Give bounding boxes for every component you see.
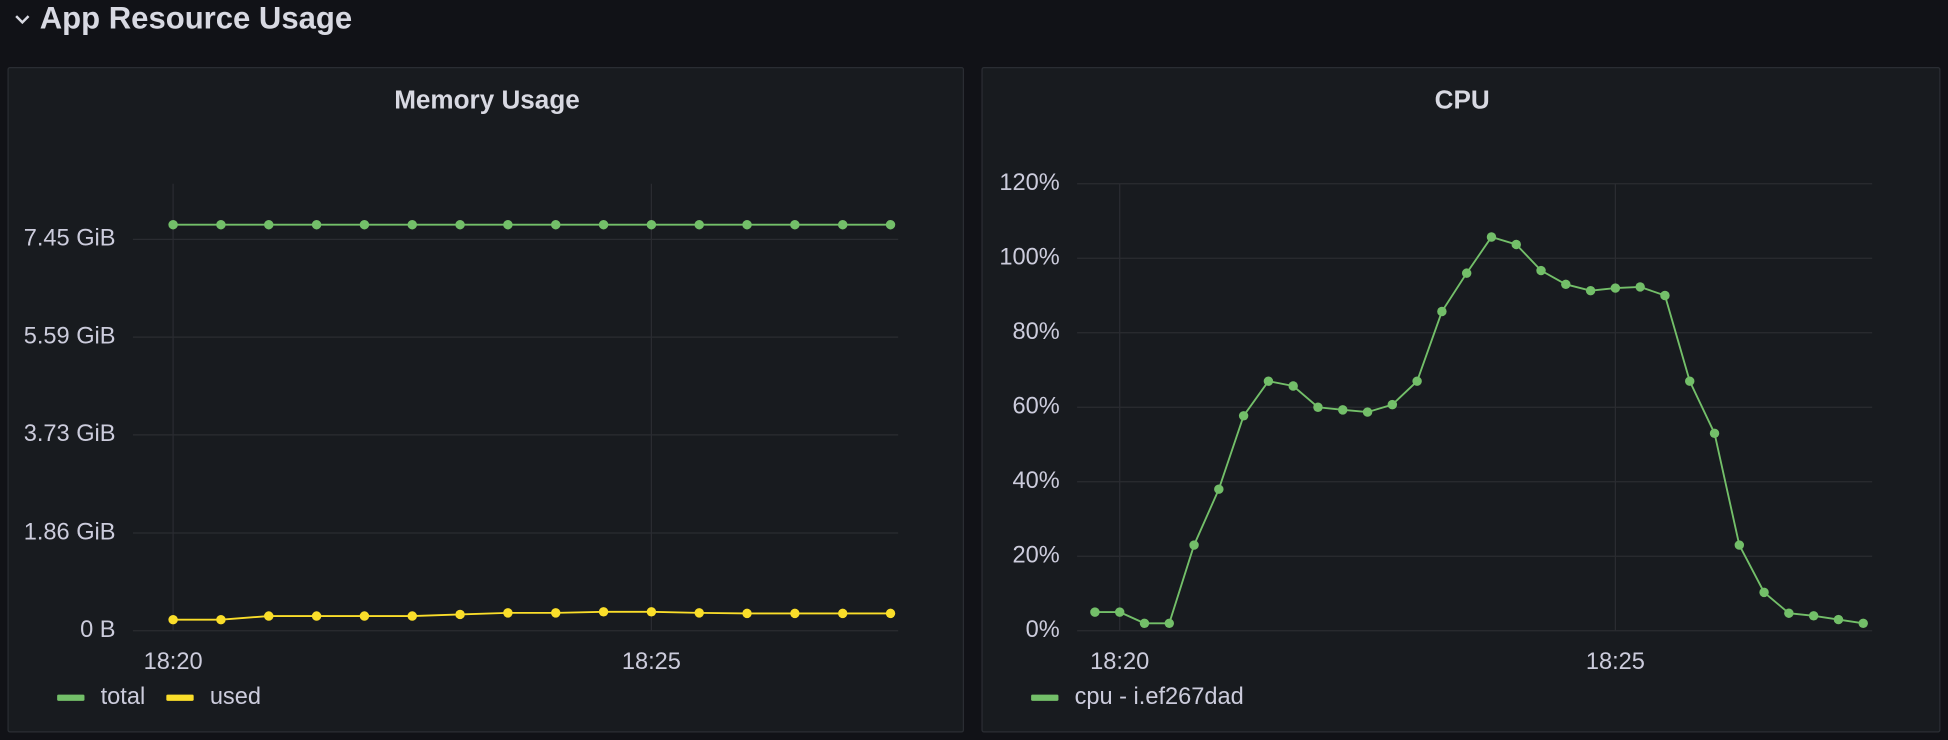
data-point [742, 608, 752, 619]
data-point [359, 220, 370, 230]
data-point [1164, 618, 1174, 629]
data-point [694, 220, 704, 230]
data-point [646, 220, 657, 230]
data-point [551, 220, 561, 230]
data-point [1833, 614, 1844, 625]
data-point [1189, 540, 1199, 550]
row-header[interactable]: App Resource Usage [10, 0, 352, 37]
data-point [168, 614, 178, 625]
data-point [503, 220, 513, 230]
legend-label: total [101, 683, 146, 709]
data-point [1263, 376, 1274, 386]
data-point [694, 608, 704, 618]
y-tick-label: 1.86 GiB [24, 518, 116, 544]
legend-label: cpu - i.ef267dad [1075, 683, 1244, 709]
data-point [1437, 306, 1447, 317]
data-point [264, 220, 274, 230]
chevron-icon[interactable] [10, 6, 35, 31]
data-point [1585, 285, 1596, 296]
data-point [1536, 265, 1546, 276]
data-point [551, 608, 561, 618]
data-point [1387, 399, 1398, 410]
series-line [1094, 235, 1864, 625]
data-point [1858, 618, 1868, 629]
y-tick-label: 5.59 GiB [24, 322, 116, 348]
y-tick-label: 0 B [80, 616, 115, 642]
data-point [1734, 540, 1745, 550]
legend-swatch [57, 694, 85, 701]
x-tick-label: 18:25 [622, 648, 681, 674]
y-tick-label: 3.73 GiB [24, 420, 116, 446]
data-point [264, 611, 274, 621]
data-point [168, 220, 178, 230]
y-tick-label: 120% [999, 169, 1059, 195]
data-point [1610, 283, 1621, 293]
y-tick-label: 80% [1012, 318, 1059, 344]
data-point [1635, 282, 1645, 292]
y-tick-label: 100% [999, 243, 1059, 269]
x-tick-label: 18:20 [144, 648, 203, 674]
data-point [216, 614, 226, 625]
data-point [1709, 428, 1720, 439]
y-tick-label: 20% [1012, 541, 1059, 567]
chart: Memory Usage 0 B 1.86 GiB 3.73 GiB 5.59 GiB 7… [24, 85, 899, 709]
data-point [216, 220, 226, 230]
y-tick-label: 40% [1012, 467, 1059, 493]
memory-panel: Memory Usage 0 B 1.86 GiB 3.73 GiB 5.59 GiB 7… [7, 67, 965, 733]
data-point [1114, 607, 1125, 617]
data-point [1362, 407, 1373, 417]
data-point [1660, 290, 1670, 301]
y-tick-label: 60% [1012, 392, 1059, 418]
data-point [455, 220, 465, 230]
data-point [885, 220, 896, 230]
data-point [1461, 268, 1472, 278]
data-point [598, 607, 609, 617]
series-line [173, 610, 891, 621]
panel-title: Memory Usage [394, 85, 580, 115]
data-point [837, 608, 848, 619]
data-point [503, 608, 513, 618]
data-point [407, 220, 417, 230]
cpu-panel: CPU 0% 20% 40% 60% 80% 100% 120% 18:20 18:25 cpu -… [981, 67, 1941, 733]
data-point [1808, 611, 1819, 621]
legend-label: used [210, 683, 261, 709]
data-point [1214, 484, 1224, 494]
data-point [1561, 279, 1571, 290]
data-point [790, 220, 800, 230]
legend-swatch [166, 694, 194, 701]
data-point [885, 608, 896, 619]
data-point [455, 609, 465, 620]
data-point [646, 607, 657, 617]
data-point [1412, 376, 1422, 386]
data-point [1288, 381, 1298, 391]
y-tick-label: 7.45 GiB [24, 225, 116, 251]
legend-swatch [1031, 694, 1059, 701]
data-point [311, 611, 322, 621]
data-point [837, 220, 848, 230]
data-point [359, 611, 370, 621]
data-point [1784, 608, 1794, 618]
row-title: App Resource Usage [39, 0, 353, 36]
data-point [407, 611, 417, 621]
data-point [311, 220, 322, 230]
data-point [790, 608, 800, 619]
data-point [1486, 232, 1497, 242]
chart: CPU 0% 20% 40% 60% 80% 100% 120% 18:20 18:25 cpu -… [999, 85, 1873, 709]
data-point [1511, 239, 1521, 250]
data-point [1238, 411, 1249, 421]
y-tick-label: 0% [1026, 616, 1060, 642]
data-point [1685, 376, 1695, 386]
data-point [1759, 587, 1769, 598]
data-point [1313, 402, 1323, 412]
data-point [1338, 405, 1348, 415]
x-tick-label: 18:20 [1090, 648, 1149, 674]
panel-title: CPU [1435, 85, 1490, 115]
data-point [1090, 607, 1100, 617]
data-point [1139, 618, 1150, 629]
data-point [742, 220, 752, 230]
x-tick-label: 18:25 [1586, 648, 1645, 674]
data-point [598, 220, 609, 230]
